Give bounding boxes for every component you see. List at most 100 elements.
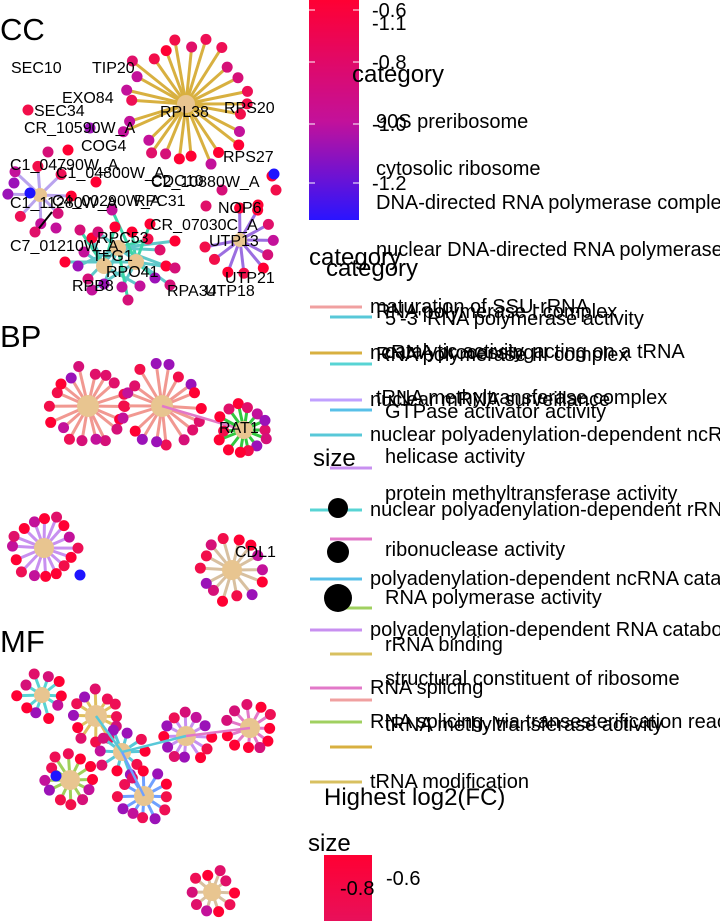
cc-gene-node — [216, 184, 228, 196]
mf-cluster-e-gene-node — [94, 745, 106, 757]
legend-title-category-top: category — [352, 61, 444, 88]
cc-gene-node — [62, 144, 74, 156]
cc-preribosome-gene-node — [208, 253, 220, 265]
cc-ribosome-edge — [184, 46, 224, 105]
cc-polymerase-gene-node — [144, 218, 156, 230]
node-label-rpc53: RPC53 — [97, 230, 149, 247]
color-tick-2: -1.0 — [372, 114, 406, 136]
bp-cdl1-gene-node — [194, 562, 206, 574]
mf-cluster-d-gene-node — [229, 705, 241, 717]
mf-cluster-f-gene-node — [65, 799, 77, 811]
mf-cluster-g-gene-node — [159, 804, 171, 816]
bp-rrna-a-gene-node — [63, 433, 75, 445]
mf-bridge-edge — [185, 726, 251, 738]
cc-preribosome-term-node — [233, 233, 247, 247]
cc-ribosome-gene-node — [126, 55, 138, 67]
cc-complex-a-gene-node — [35, 218, 47, 230]
node-label-rpl38: RPL38 — [160, 104, 209, 121]
cc-polymerase-gene-node — [74, 224, 86, 236]
mf-cluster-d-gene-node — [254, 742, 266, 754]
cc-polymerase-gene-node — [164, 279, 176, 291]
cat-bp-6: polyadenylation-dependent RNA catabolic … — [370, 619, 720, 641]
node-label-c111280w: C1_11280W_A — [10, 195, 118, 212]
mf-bridge-edge — [94, 715, 124, 753]
bp-cdl1-gene-node — [231, 590, 243, 602]
mf-cluster-f-gene-node — [83, 784, 95, 796]
bp-rat1-cluster-term-node — [235, 421, 253, 439]
bp-rrna-b-gene-node — [117, 412, 129, 424]
cc-gene-node — [270, 184, 282, 196]
bp-rat1-cluster-gene-node — [232, 398, 244, 410]
mf-cluster-f-gene-node — [77, 794, 89, 806]
mf-bridge-edge — [120, 751, 146, 797]
cc-ribosome-edge — [150, 103, 188, 154]
mf-cluster-e-gene-node — [96, 759, 108, 771]
cc-complex-a-gene-node — [32, 160, 44, 172]
bp-rrna-b-gene-node — [187, 424, 199, 436]
bp-rrna-a-gene-node — [51, 387, 63, 399]
cc-polymerase-gene-node — [142, 233, 154, 245]
cat-top-1: cytosolic ribosome — [376, 158, 541, 180]
cc-ribosome-edge — [184, 38, 208, 105]
bp-rrna-b-gene-node — [129, 425, 141, 437]
cc-complex-a-gene-node — [65, 190, 77, 202]
bp-rat1-cluster-gene-node — [251, 440, 263, 452]
mf-cluster-bottom-gene-node — [190, 872, 202, 884]
cat-bp-4: nuclear polyadenylation-dependent rRNA c… — [370, 499, 720, 521]
mf-cluster-f-gene-node — [43, 784, 55, 796]
mf-cluster-f-gene-node — [49, 751, 61, 763]
mf-cluster-a-gene-node — [53, 676, 65, 688]
mf-cluster-d-gene-node — [242, 741, 254, 753]
cc-ribosome-gene-node — [148, 53, 160, 65]
bp-splicing-gene-node — [10, 554, 22, 566]
cc-preribosome-gene-node — [262, 249, 274, 261]
cc-gene-node — [200, 200, 212, 212]
panel-title-cc: CC — [0, 12, 45, 47]
mf-cluster-c-gene-node — [168, 750, 180, 762]
bp-splicing-term-node — [34, 538, 54, 558]
mf-cluster-bottom-gene-node — [214, 865, 226, 877]
cat-bp-5: polyadenylation-dependent ncRNA cataboli… — [370, 568, 720, 590]
mf-cluster-b-gene-node — [79, 691, 91, 703]
mf-cluster-f-gene-node — [46, 762, 58, 774]
bp-splicing-gene-node — [39, 513, 51, 525]
bp-splicing-gene-node — [40, 570, 52, 582]
mf-cluster-d-gene-node — [229, 739, 241, 751]
cc-gene-node — [8, 177, 20, 189]
mf-cluster-bottom-term-node — [203, 883, 221, 901]
cc-polymerase-gene-node — [116, 281, 128, 293]
mf-cluster-f-gene-node — [62, 748, 74, 760]
bp-rat1-cluster-gene-node — [259, 414, 271, 426]
bp-rat1-cluster-gene-node — [234, 446, 246, 458]
cc-polymerase-gene-node — [78, 246, 90, 258]
cat-mf-3: helicase activity — [385, 446, 525, 468]
bp-rrna-a-gene-node — [89, 368, 101, 380]
node-label-rpo41: RPO41 — [106, 264, 159, 281]
panel-title-bp: BP — [0, 319, 41, 354]
bp-cdl1-gene-node — [252, 550, 264, 562]
bp-cdl1-gene-node — [205, 539, 217, 551]
cat-mf-8: structural constituent of ribosome — [385, 668, 680, 690]
cat-mf-6: RNA polymerase activity — [385, 587, 602, 609]
mf-cluster-bottom-gene-node — [201, 905, 213, 917]
cc-complex-a-term-node — [33, 188, 47, 202]
cat-mf-0: 5'-3' RNA polymerase activity — [385, 308, 644, 330]
panel-cc — [2, 33, 282, 306]
bp-node-labels: RAT1 CDL1 — [219, 420, 276, 561]
cat-top-0: 90S preribosome — [376, 111, 528, 133]
panel-title-mf: MF — [0, 624, 45, 659]
bp-cdl1-gene-node — [233, 534, 245, 546]
bp-rrna-a-gene-node — [58, 422, 70, 434]
bp-splicing-gene-node — [28, 570, 40, 582]
cc-ribosome-edge — [185, 102, 240, 147]
mf-cluster-c-gene-node — [206, 731, 218, 743]
node-label-exo84: EXO84 — [62, 90, 114, 107]
mf-cluster-a-gene-node — [20, 679, 32, 691]
node-label-c104790w: C1_04790W_A — [10, 157, 119, 174]
mf-cluster-g-gene-node — [111, 791, 123, 803]
bp-splicing-gene-node — [18, 522, 30, 534]
mf-cluster-c-gene-node — [161, 720, 173, 732]
node-label-rps27: RPS27 — [223, 149, 274, 166]
bp-rrna-a-gene-node — [65, 372, 77, 384]
